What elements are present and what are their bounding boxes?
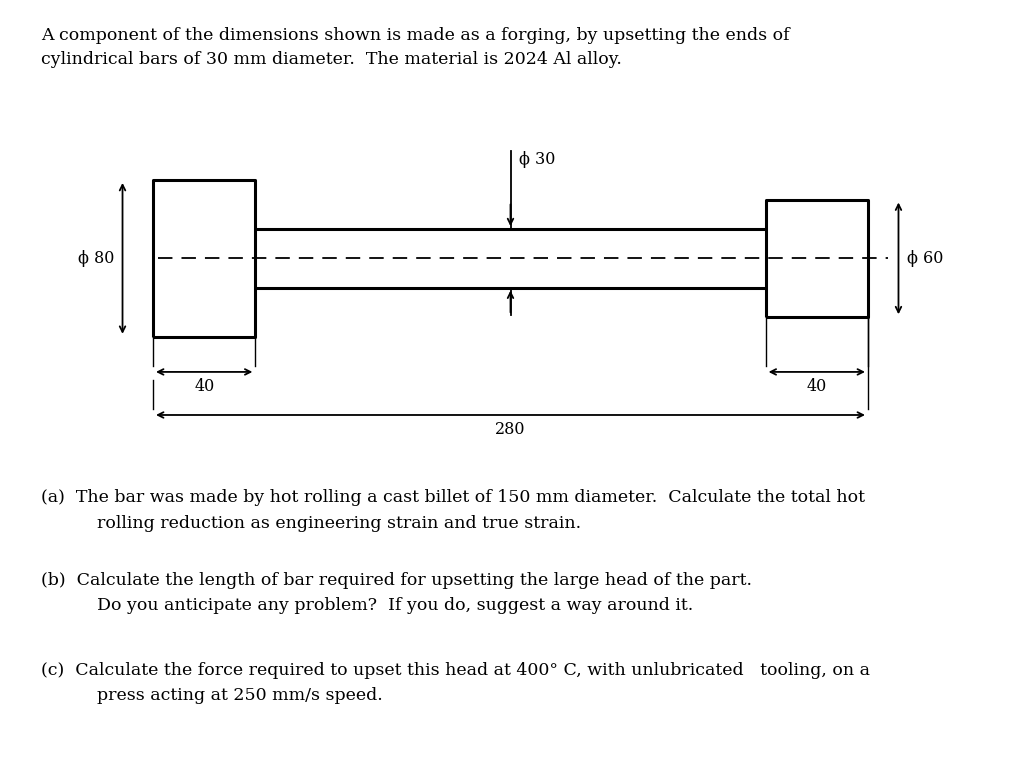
Text: ϕ 30: ϕ 30 bbox=[519, 150, 555, 168]
Text: press acting at 250 mm/s speed.: press acting at 250 mm/s speed. bbox=[97, 687, 383, 705]
Text: (c)  Calculate the force required to upset this head at 400° C, with unlubricate: (c) Calculate the force required to upse… bbox=[41, 662, 870, 679]
Text: 280: 280 bbox=[495, 421, 526, 438]
Text: ϕ 80: ϕ 80 bbox=[78, 250, 114, 267]
Text: A component of the dimensions shown is made as a forging, by upsetting the ends : A component of the dimensions shown is m… bbox=[41, 27, 789, 45]
Text: (a)  The bar was made by hot rolling a cast billet of 150 mm diameter.  Calculat: (a) The bar was made by hot rolling a ca… bbox=[41, 489, 865, 507]
Text: cylindrical bars of 30 mm diameter.  The material is 2024 Al alloy.: cylindrical bars of 30 mm diameter. The … bbox=[41, 51, 622, 68]
Text: 40: 40 bbox=[807, 378, 827, 395]
Text: 40: 40 bbox=[194, 378, 214, 395]
Text: Do you anticipate any problem?  If you do, suggest a way around it.: Do you anticipate any problem? If you do… bbox=[97, 597, 693, 615]
Text: rolling reduction as engineering strain and true strain.: rolling reduction as engineering strain … bbox=[97, 515, 581, 532]
Text: (b)  Calculate the length of bar required for upsetting the large head of the pa: (b) Calculate the length of bar required… bbox=[41, 572, 751, 589]
Text: ϕ 60: ϕ 60 bbox=[907, 250, 943, 267]
